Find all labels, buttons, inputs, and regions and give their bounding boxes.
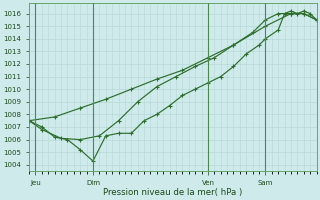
X-axis label: Pression niveau de la mer( hPa ): Pression niveau de la mer( hPa ) bbox=[103, 188, 243, 197]
